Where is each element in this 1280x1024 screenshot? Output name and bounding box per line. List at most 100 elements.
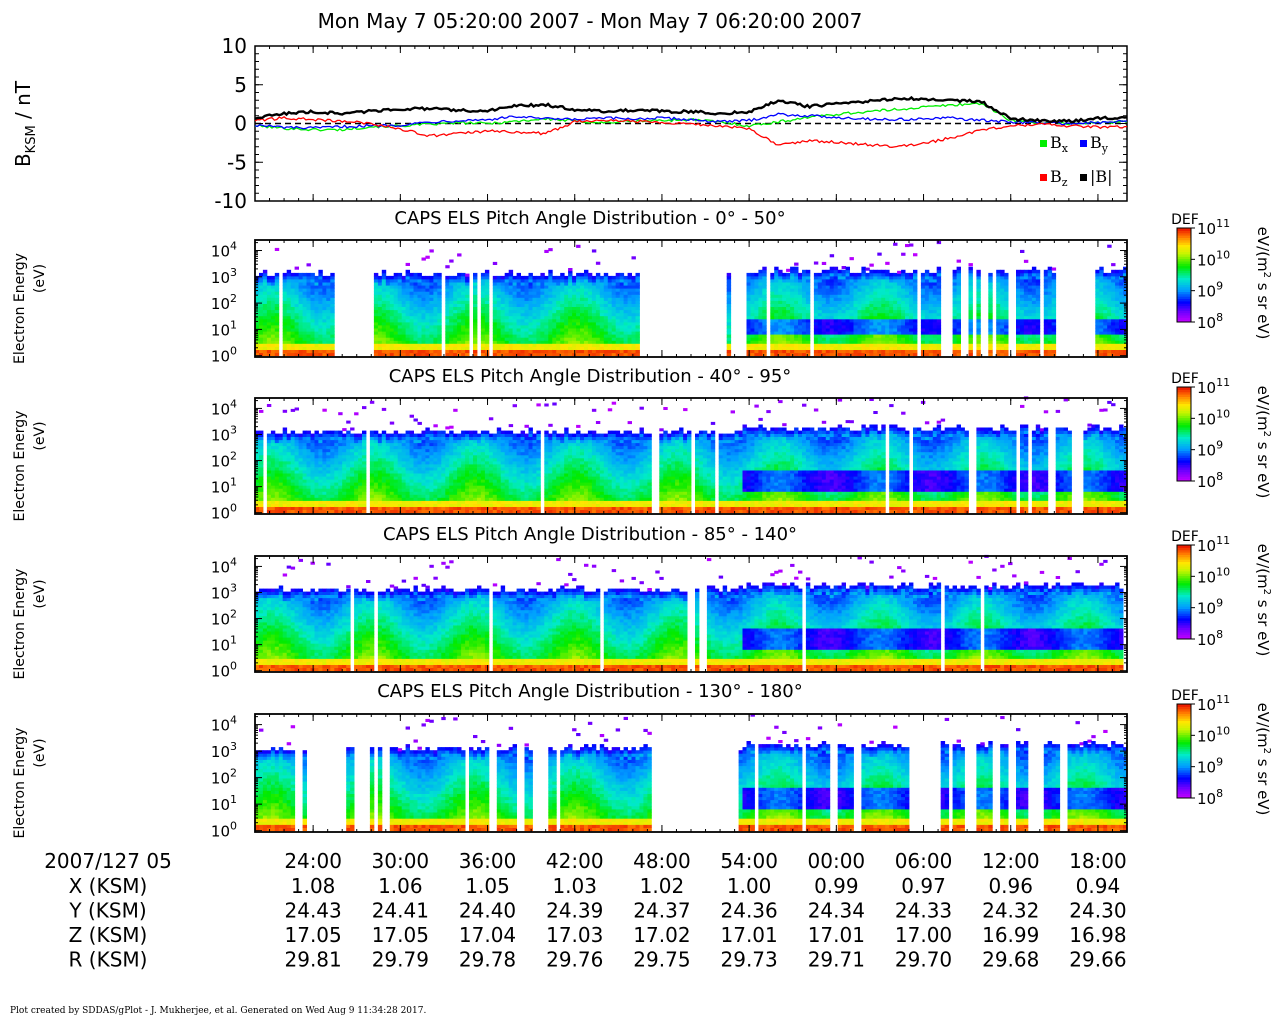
- heat-cell: [291, 294, 295, 298]
- heat-cell: [1020, 313, 1024, 317]
- heat-cell: [291, 464, 295, 467]
- heat-cell: [1044, 304, 1048, 308]
- heat-cell: [1107, 294, 1111, 298]
- heat-cell: [842, 331, 846, 335]
- heat-cell: [295, 322, 299, 326]
- heat-cell: [818, 322, 822, 326]
- heat-cell: [814, 310, 818, 314]
- heat-cell: [885, 334, 889, 338]
- heat-cell: [497, 337, 501, 341]
- heat-cell: [378, 353, 382, 357]
- y-tick-label: 103: [211, 266, 237, 287]
- heat-cell: [457, 343, 461, 347]
- heat-cell: [418, 350, 422, 354]
- heat-cell: [869, 294, 873, 298]
- heat-cell: [850, 257, 854, 260]
- heat-cell: [374, 319, 378, 323]
- heat-cell: [1000, 310, 1004, 314]
- heat-cell: [572, 316, 576, 320]
- heat-cell: [1095, 313, 1099, 317]
- heat-cell: [267, 276, 271, 280]
- heat-cell: [287, 488, 291, 491]
- heat-cell: [311, 443, 315, 446]
- heat-cell: [299, 476, 303, 479]
- heat-cell: [937, 297, 941, 301]
- heat-cell: [330, 449, 334, 452]
- heat-cell: [1107, 340, 1111, 344]
- heat-cell: [1032, 273, 1036, 277]
- heat-cell: [826, 334, 830, 338]
- heat-cell: [1099, 304, 1103, 308]
- heat-cell: [422, 334, 426, 338]
- heat-cell: [295, 479, 299, 482]
- heat-cell: [580, 331, 584, 335]
- heat-cell: [929, 350, 933, 354]
- heat-cell: [330, 322, 334, 326]
- heat-cell: [1044, 297, 1048, 301]
- heat-cell: [461, 297, 465, 301]
- heat-cell: [754, 334, 758, 338]
- heat-cell: [271, 458, 275, 461]
- heat-cell: [1044, 301, 1048, 305]
- heat-cell: [782, 322, 786, 326]
- heat-cell: [374, 340, 378, 344]
- heat-cell: [429, 334, 433, 338]
- heat-cell: [497, 322, 501, 326]
- heat-cell: [307, 434, 311, 437]
- heat-cell: [406, 331, 410, 335]
- heat-cell: [996, 291, 1000, 295]
- heat-cell: [957, 288, 961, 292]
- heat-cell: [287, 470, 291, 473]
- heat-cell: [933, 343, 937, 347]
- heat-cell: [299, 473, 303, 476]
- heat-cell: [865, 340, 869, 344]
- heat-cell: [509, 307, 513, 311]
- heat-cell: [822, 340, 826, 344]
- heat-cell: [861, 328, 865, 332]
- heat-cell: [410, 325, 414, 329]
- heat-cell: [762, 276, 766, 280]
- heat-cell: [790, 279, 794, 283]
- heat-cell: [869, 353, 873, 357]
- heat-cell: [398, 282, 402, 286]
- heat-cell: [1052, 291, 1056, 295]
- heat-cell: [865, 328, 869, 332]
- legend-label-bmag: |B|: [1090, 167, 1113, 186]
- heat-cell: [536, 334, 540, 338]
- heat-cell: [838, 319, 842, 323]
- heat-cell: [969, 294, 973, 298]
- heat-cell: [1004, 288, 1008, 292]
- heat-cell: [1107, 350, 1111, 354]
- heat-cell: [802, 347, 806, 351]
- heat-cell: [295, 437, 299, 440]
- heat-cell: [877, 328, 881, 332]
- heat-cell: [449, 347, 453, 351]
- heat-cell: [505, 322, 509, 326]
- heat-cell: [885, 307, 889, 311]
- heat-cell: [826, 301, 830, 305]
- heat-cell: [513, 347, 517, 351]
- heat-cell: [580, 304, 584, 308]
- heat-cell: [774, 288, 778, 292]
- heat-cell: [861, 307, 865, 311]
- heat-cell: [307, 291, 311, 295]
- heat-cell: [798, 319, 802, 323]
- heat-cell: [1095, 325, 1099, 329]
- heat-cell: [334, 443, 338, 446]
- heat-cell: [798, 279, 802, 283]
- heat-cell: [402, 276, 406, 280]
- heat-cell: [568, 310, 572, 314]
- heat-cell: [838, 294, 842, 298]
- heat-cell: [933, 304, 937, 308]
- heat-cell: [330, 510, 334, 513]
- heat-cell: [433, 347, 437, 351]
- heat-cell: [390, 316, 394, 320]
- heat-cell: [774, 307, 778, 311]
- heat-cell: [493, 294, 497, 298]
- heat-cell: [283, 501, 287, 504]
- heat-cell: [533, 334, 537, 338]
- heat-cell: [893, 337, 897, 341]
- heat-cell: [592, 337, 596, 341]
- heat-cell: [909, 291, 913, 295]
- heat-cell: [311, 449, 315, 452]
